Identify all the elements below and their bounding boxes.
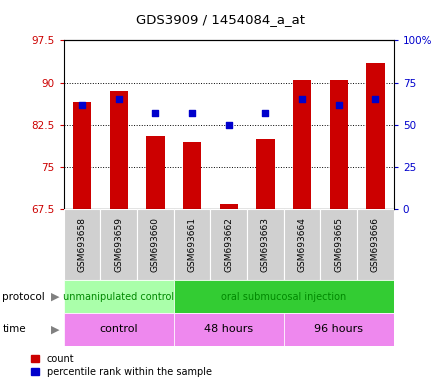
Bar bbox=[330, 80, 348, 209]
Bar bbox=[64, 209, 100, 280]
Bar bbox=[257, 139, 275, 209]
Point bbox=[335, 101, 342, 108]
Point bbox=[115, 96, 122, 103]
Bar bbox=[210, 209, 247, 280]
Bar bbox=[64, 313, 174, 346]
Bar bbox=[146, 136, 165, 209]
Bar bbox=[110, 91, 128, 209]
Text: GDS3909 / 1454084_a_at: GDS3909 / 1454084_a_at bbox=[136, 13, 304, 26]
Bar bbox=[284, 313, 394, 346]
Text: GSM693662: GSM693662 bbox=[224, 217, 233, 272]
Point bbox=[262, 110, 269, 116]
Text: GSM693665: GSM693665 bbox=[334, 217, 343, 272]
Point bbox=[225, 122, 232, 128]
Bar bbox=[367, 63, 385, 209]
Point bbox=[299, 96, 306, 103]
Text: unmanipulated control: unmanipulated control bbox=[63, 291, 174, 302]
Text: GSM693661: GSM693661 bbox=[187, 217, 197, 272]
Legend: count, percentile rank within the sample: count, percentile rank within the sample bbox=[31, 354, 212, 377]
Bar bbox=[137, 209, 174, 280]
Text: GSM693666: GSM693666 bbox=[371, 217, 380, 272]
Point bbox=[79, 101, 86, 108]
Text: ▶: ▶ bbox=[51, 324, 59, 334]
Text: GSM693658: GSM693658 bbox=[77, 217, 87, 272]
Text: 96 hours: 96 hours bbox=[314, 324, 363, 334]
Text: GSM693664: GSM693664 bbox=[297, 217, 307, 272]
Text: protocol: protocol bbox=[2, 291, 45, 302]
Bar bbox=[183, 142, 202, 209]
Text: time: time bbox=[2, 324, 26, 334]
Text: control: control bbox=[99, 324, 138, 334]
Bar bbox=[100, 209, 137, 280]
Point bbox=[152, 110, 159, 116]
Point bbox=[372, 96, 379, 103]
Bar bbox=[247, 209, 284, 280]
Bar bbox=[284, 209, 320, 280]
Bar bbox=[357, 209, 394, 280]
Bar bbox=[73, 102, 92, 209]
Bar bbox=[293, 80, 312, 209]
Text: GSM693660: GSM693660 bbox=[151, 217, 160, 272]
Bar bbox=[174, 313, 284, 346]
Point bbox=[189, 110, 196, 116]
Bar bbox=[64, 280, 174, 313]
Text: 48 hours: 48 hours bbox=[204, 324, 253, 334]
Text: GSM693659: GSM693659 bbox=[114, 217, 123, 272]
Text: GSM693663: GSM693663 bbox=[261, 217, 270, 272]
Bar bbox=[174, 209, 210, 280]
Text: oral submucosal injection: oral submucosal injection bbox=[221, 291, 346, 302]
Bar bbox=[220, 204, 238, 209]
Bar bbox=[174, 280, 394, 313]
Text: ▶: ▶ bbox=[51, 291, 59, 302]
Bar bbox=[320, 209, 357, 280]
